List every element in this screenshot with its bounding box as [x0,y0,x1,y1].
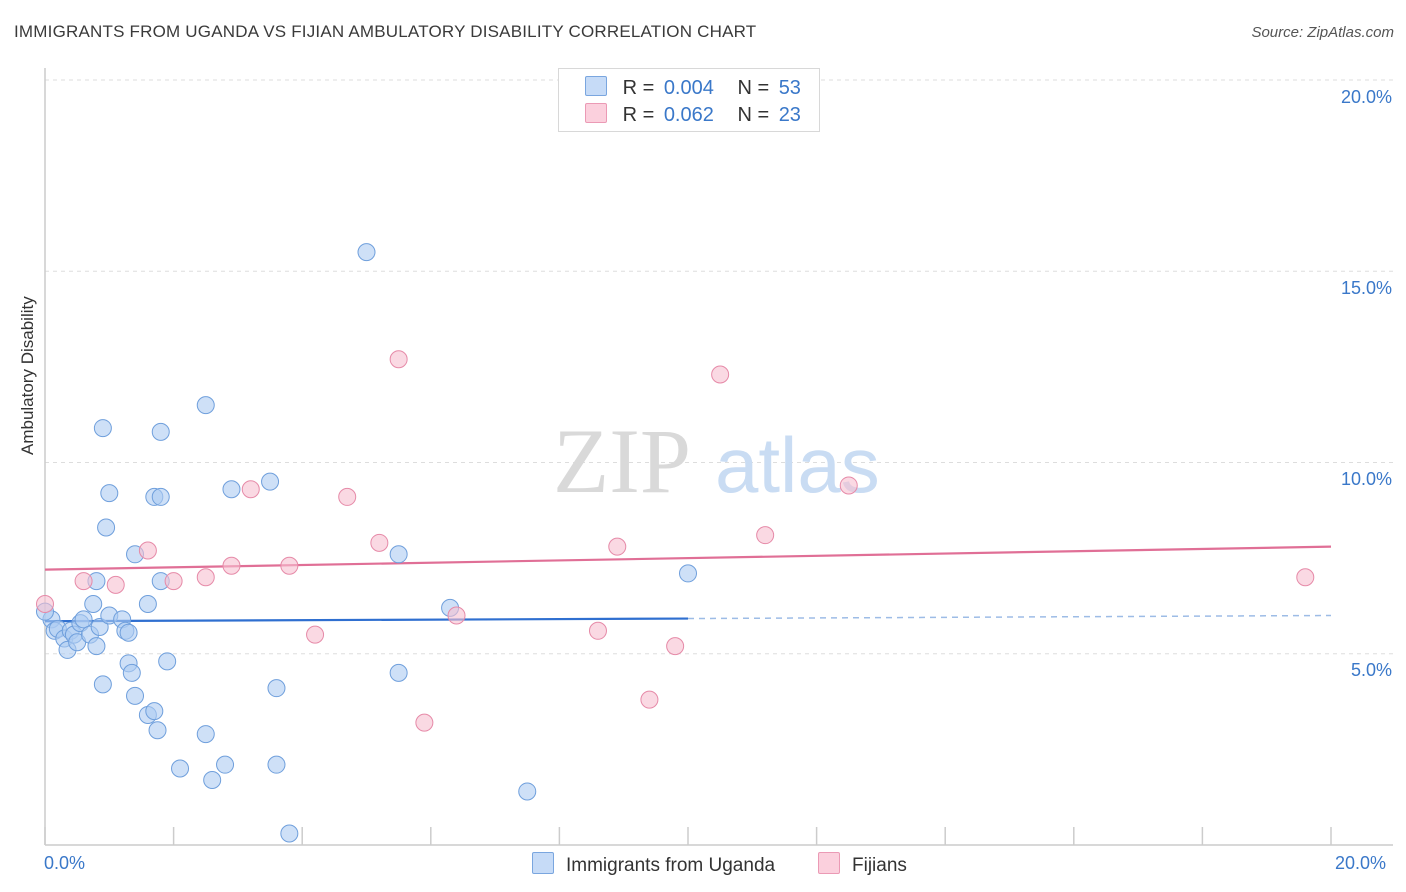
data-point-uganda [196,725,215,744]
legend-swatch-blue [532,852,554,874]
x-tick-label: 0.0% [44,853,86,873]
data-point-uganda [203,770,222,789]
legend-n-value: 23 [778,104,801,126]
data-point-fijians [711,365,730,384]
data-point-fijians [306,625,325,644]
legend-swatch-blue [585,76,607,96]
watermark-zip: ZIP [553,410,691,512]
data-point-uganda [138,595,157,614]
legend-series-name: Immigrants from Uganda [566,855,776,876]
legend-swatch-pink [818,852,840,874]
data-point-fijians [222,556,241,575]
data-point-uganda [90,617,109,636]
y-tick-label: 10.0% [1340,469,1392,489]
data-point-uganda [151,487,170,506]
data-point-uganda [97,518,116,537]
legend-r-label: R = [622,77,655,99]
data-point-uganda [126,686,145,705]
data-point-uganda [145,702,164,721]
legend-n-label: N = [737,104,770,126]
data-point-uganda [280,824,299,843]
data-point-uganda [222,480,241,499]
legend-r-label: R = [622,104,655,126]
data-point-uganda [84,595,103,614]
y-tick-label: 15.0% [1340,278,1392,298]
legend-swatch-pink [585,103,607,123]
data-point-uganda [100,484,119,503]
series-uganda-points [36,243,697,843]
data-point-uganda [389,545,408,564]
data-point-fijians [164,572,183,591]
data-point-fijians [280,556,299,575]
trend-line-uganda-extension [687,614,1332,620]
data-point-uganda [87,637,106,656]
data-point-fijians [588,621,607,640]
trend-line-uganda [44,617,689,623]
series-fijians-points [36,350,1315,732]
data-point-uganda [196,396,215,415]
legend-series-name: Fijians [852,855,907,876]
bottom-legend-fijians: Fijians [818,852,907,877]
data-point-uganda [171,759,190,778]
data-point-uganda [261,472,280,491]
data-point-fijians [241,480,260,499]
legend-r-value: 0.062 [663,104,714,126]
data-point-fijians [370,533,389,552]
data-point-fijians [36,595,54,614]
data-point-fijians [756,526,775,545]
data-point-uganda [93,419,112,438]
correlation-legend: R = 0.004 N = 53 R = 0.062 N = 23 [558,68,820,132]
data-point-fijians [338,487,357,506]
data-point-uganda [151,422,170,441]
legend-n-value: 53 [778,77,801,99]
data-point-uganda [216,755,235,774]
legend-n-label: N = [737,77,770,99]
data-point-uganda [158,652,177,671]
data-point-uganda [389,663,408,682]
axes [44,68,1393,846]
data-point-fijians [415,713,434,732]
data-point-uganda [357,243,376,262]
legend-r-value: 0.004 [663,77,714,99]
data-point-fijians [447,606,466,625]
source-label: Source: ZipAtlas.com [1251,24,1394,41]
legend-row-fijians: R = 0.062 N = 23 [585,103,801,127]
data-point-fijians [608,537,627,556]
y-axis-label: Ambulatory Disability [18,296,37,455]
trend-lines [44,545,1332,623]
data-point-uganda [122,663,141,682]
data-point-uganda [74,610,93,629]
data-point-fijians [138,541,157,560]
y-tick-label: 20.0% [1340,87,1392,107]
trend-line-fijians [44,545,1332,571]
data-point-uganda [679,564,697,583]
data-point-fijians [640,690,659,709]
data-point-uganda [93,675,112,694]
data-point-fijians [839,476,858,495]
grid-lines [45,79,1393,655]
bottom-legend-uganda: Immigrants from Uganda [532,852,775,877]
legend-row-uganda: R = 0.004 N = 53 [585,76,801,100]
data-point-fijians [666,637,685,656]
data-point-fijians [196,568,215,587]
data-point-fijians [74,572,93,591]
data-point-fijians [389,350,408,369]
data-point-fijians [106,575,125,594]
data-point-uganda [267,755,286,774]
data-point-uganda [148,721,167,740]
chart-title: IMMIGRANTS FROM UGANDA VS FIJIAN AMBULAT… [14,22,757,41]
x-tick-label: 20.0% [1335,853,1387,873]
watermark-atlas: atlas [715,421,880,509]
y-tick-label: 5.0% [1350,660,1392,680]
data-point-uganda [267,679,286,698]
watermark: ZIP atlas [553,410,880,512]
data-point-uganda [518,782,537,801]
data-point-uganda [119,623,138,642]
data-point-fijians [1296,568,1315,587]
